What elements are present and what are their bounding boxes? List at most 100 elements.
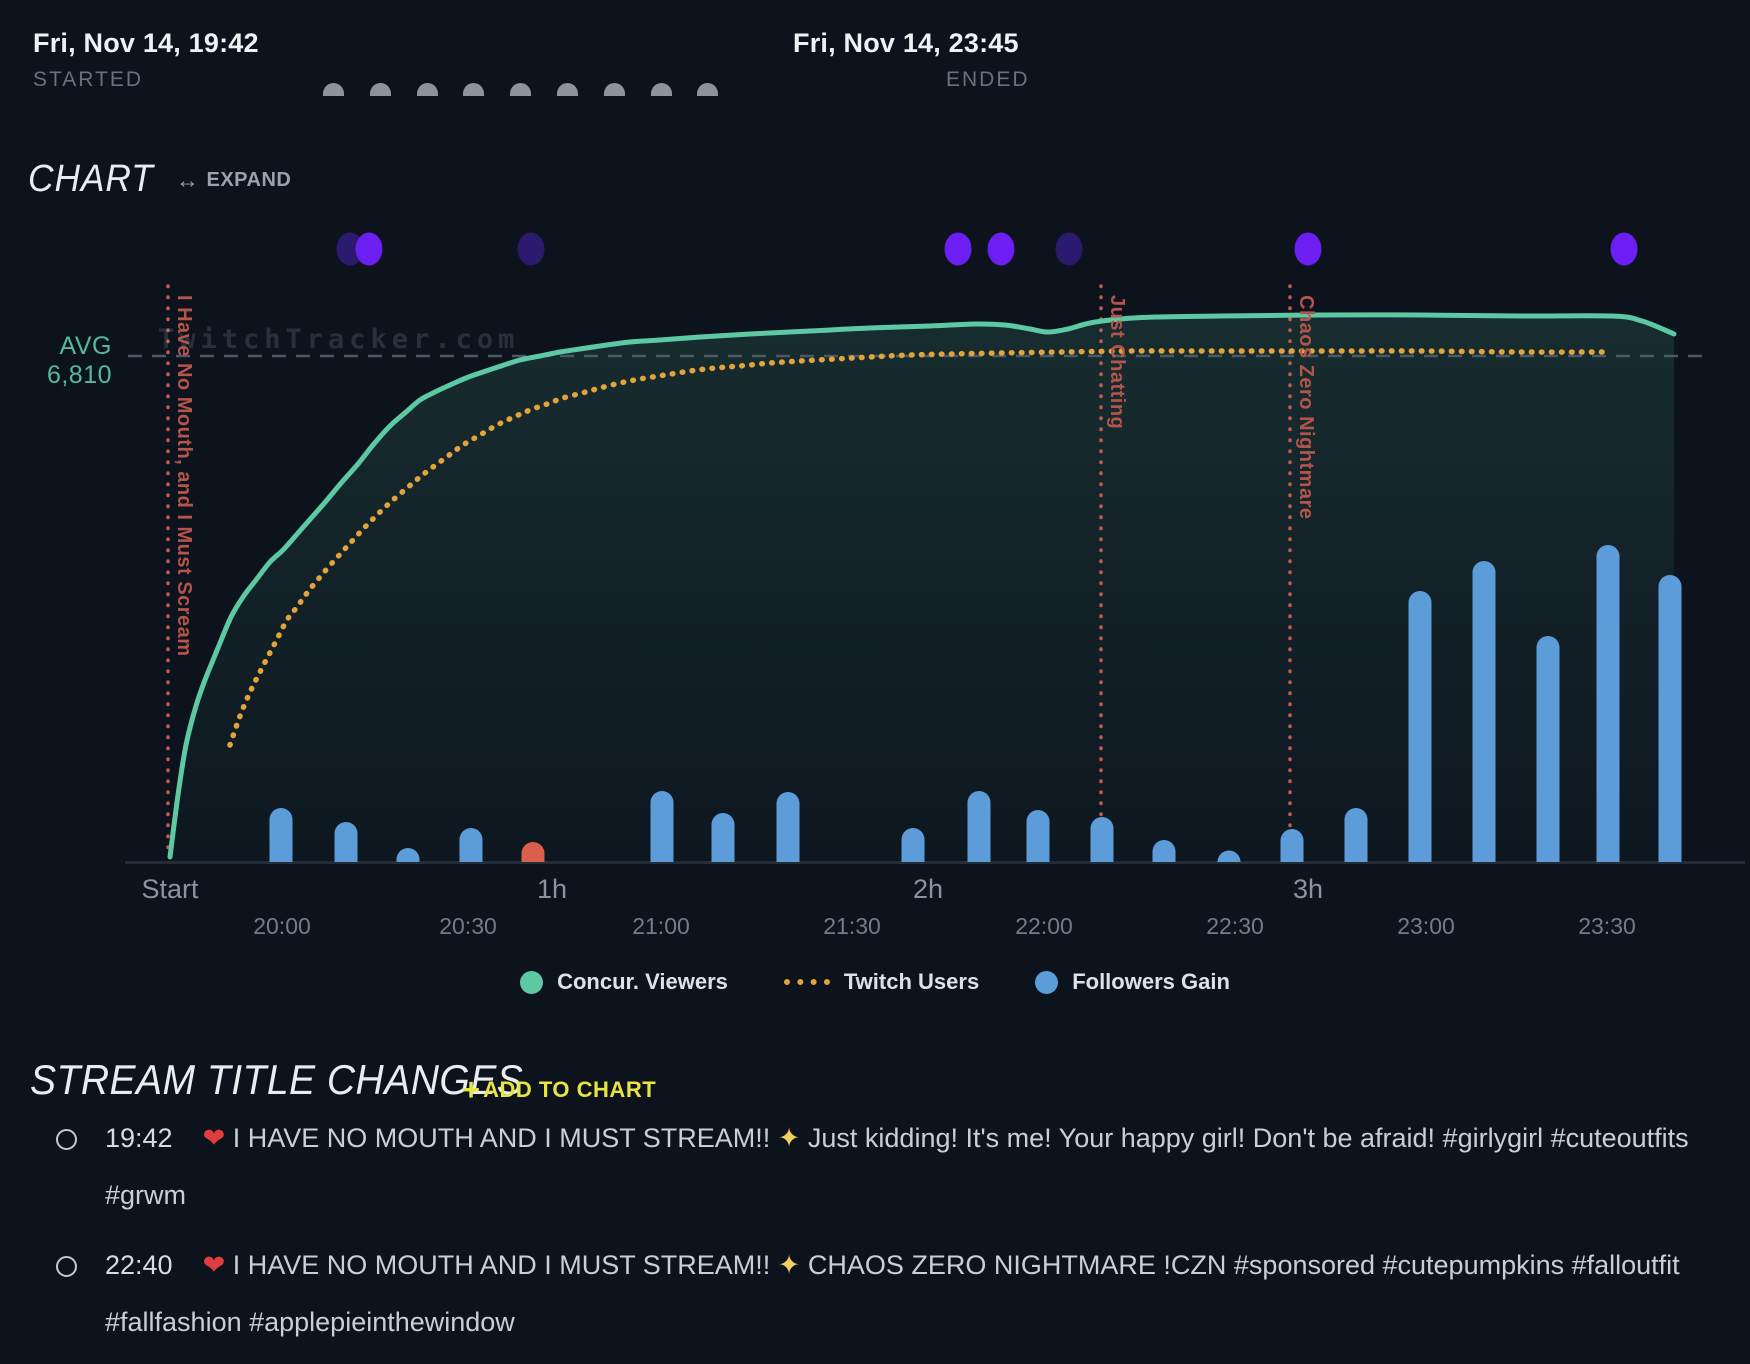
game-event-dot[interactable]: [987, 232, 1015, 266]
followers-gain-bar: [1596, 545, 1620, 862]
circle-swatch-icon: [520, 970, 544, 994]
heart-emoji: ❤: [202, 1250, 226, 1280]
axis-time-label: 23:30: [1578, 913, 1636, 939]
header-dot: [603, 83, 625, 96]
title-change-text-block: 19:42 ❤ I HAVE NO MOUTH AND I MUST STREAM…: [105, 1110, 1704, 1224]
followers-gain-bar: [1344, 808, 1368, 862]
header-dot: [463, 83, 485, 96]
axis-hour-label: 3h: [1292, 874, 1324, 904]
axis-time-label: 21:00: [632, 913, 690, 939]
header-dot: [557, 83, 578, 96]
game-event-dot[interactable]: [1294, 232, 1322, 266]
expand-label: EXPAND: [206, 169, 292, 191]
game-event-dot[interactable]: [1055, 232, 1083, 266]
followers-gain-bar: [776, 792, 800, 862]
concurrent-viewers-line: [167, 312, 1677, 860]
plus-icon: +: [462, 1072, 481, 1107]
twitch-users-line: [227, 348, 1609, 748]
followers-gain-bar: [901, 828, 925, 862]
followers-gain-bar: [650, 791, 674, 862]
title-change-marker-label: Chaos Zero Nightmare: [1295, 295, 1317, 520]
title-changes-heading: STREAM TITLE CHANGES: [30, 1056, 524, 1103]
started-block: Fri, Nov 14, 19:42 STARTED: [33, 28, 259, 92]
followers-gain-bar: [396, 848, 420, 862]
dotted-line-swatch-icon: [783, 979, 830, 985]
followers-gain-bar: [521, 842, 545, 862]
followers-gain-bar: [459, 828, 483, 862]
axis-time-label: 21:30: [823, 913, 881, 939]
game-event-dot[interactable]: [944, 232, 972, 266]
expand-chart-button[interactable]: ↔ EXPAND: [176, 169, 291, 192]
followers-gain-bar: [269, 808, 293, 862]
viewers-area-fill: [170, 314, 1674, 862]
add-to-chart-button[interactable]: + ADD TO CHART: [462, 1072, 656, 1108]
game-event-dot[interactable]: [517, 232, 545, 266]
title-change-time: 22:40: [105, 1250, 173, 1280]
ended-block: Fri, Nov 14, 23:45 ENDED: [793, 28, 1030, 92]
legend-item[interactable]: Concur. Viewers: [520, 969, 728, 995]
followers-gain-bar: [334, 822, 358, 862]
header-dot: [650, 83, 672, 96]
add-to-chart-label: ADD TO CHART: [483, 1077, 657, 1102]
game-event-dot[interactable]: [355, 232, 383, 266]
axis-time-label: 22:30: [1206, 913, 1264, 939]
header-dot: [323, 83, 344, 96]
axis-time-label: 20:00: [253, 913, 311, 939]
axis-hour-label: 1h: [536, 874, 568, 904]
followers-gain-bar: [1280, 829, 1304, 862]
followers-gain-bar: [1408, 591, 1432, 862]
avg-value: 6,810: [46, 361, 112, 389]
bullet-circle-icon: [56, 1129, 77, 1150]
title-change-text: ❤ I HAVE NO MOUTH AND I MUST STREAM!! ✦ …: [105, 1123, 1689, 1210]
game-event-dot[interactable]: [1610, 232, 1638, 266]
title-change-marker-label: Just Chatting: [1106, 295, 1128, 430]
legend-item[interactable]: Twitch Users: [783, 969, 980, 995]
title-changes-list: 19:42 ❤ I HAVE NO MOUTH AND I MUST STREAM…: [56, 1110, 1704, 1364]
avg-readout: AVG 6,810: [28, 332, 112, 390]
chart-section-title: CHART: [28, 158, 154, 200]
sparkles-emoji: ✦: [777, 1250, 801, 1280]
followers-gain-bar: [711, 813, 735, 862]
followers-gain-bar: [1026, 810, 1050, 862]
followers-gain-bar: [1217, 850, 1241, 862]
header-dot: [416, 83, 438, 96]
sparkles-emoji: ✦: [777, 1123, 801, 1153]
started-time: Fri, Nov 14, 19:42: [33, 28, 259, 58]
followers-gain-bar: [967, 791, 991, 862]
title-change-text-block: 22:40 ❤ I HAVE NO MOUTH AND I MUST STREAM…: [105, 1237, 1704, 1351]
circle-swatch-icon: [1035, 970, 1059, 994]
axis-hour-label: 2h: [912, 874, 944, 904]
title-change-row: 22:40 ❤ I HAVE NO MOUTH AND I MUST STREAM…: [56, 1237, 1704, 1351]
header-dot: [510, 83, 532, 96]
header-dot: [369, 83, 391, 96]
axis-hour-label: Start: [141, 874, 199, 904]
followers-gain-bar: [1152, 840, 1176, 862]
followers-gain-bar: [1536, 636, 1560, 862]
followers-gain-bar: [1090, 817, 1114, 862]
legend-label: Concur. Viewers: [557, 969, 728, 994]
followers-gain-bar: [1658, 575, 1682, 862]
chart-legend: Concur. Viewers Twitch Users Followers Gai…: [0, 969, 1750, 995]
started-label: STARTED: [33, 68, 144, 91]
ended-label: ENDED: [946, 68, 1030, 91]
legend-label: Followers Gain: [1072, 969, 1230, 994]
expand-arrows-icon: ↔: [176, 167, 200, 193]
watermark: TwitchTracker.com: [158, 324, 520, 355]
followers-gain-bar: [1472, 561, 1496, 862]
axis-time-label: 23:00: [1397, 913, 1455, 939]
x-axis-line: [125, 861, 1745, 864]
game-event-dot[interactable]: [336, 232, 364, 266]
title-change-marker-label: I Have No Mouth, and I Must Scream: [173, 295, 195, 657]
ended-time: Fri, Nov 14, 23:45: [793, 28, 1019, 58]
axis-time-label: 20:30: [439, 913, 497, 939]
heart-emoji: ❤: [202, 1123, 226, 1153]
header-dot: [697, 83, 719, 96]
avg-label: AVG: [59, 332, 112, 360]
title-change-time: 19:42: [105, 1123, 173, 1153]
legend-label: Twitch Users: [843, 969, 980, 994]
legend-item[interactable]: Followers Gain: [1035, 969, 1230, 995]
title-change-text: ❤ I HAVE NO MOUTH AND I MUST STREAM!! ✦ …: [105, 1250, 1680, 1337]
bullet-circle-icon: [56, 1256, 77, 1277]
axis-time-label: 22:00: [1015, 913, 1073, 939]
